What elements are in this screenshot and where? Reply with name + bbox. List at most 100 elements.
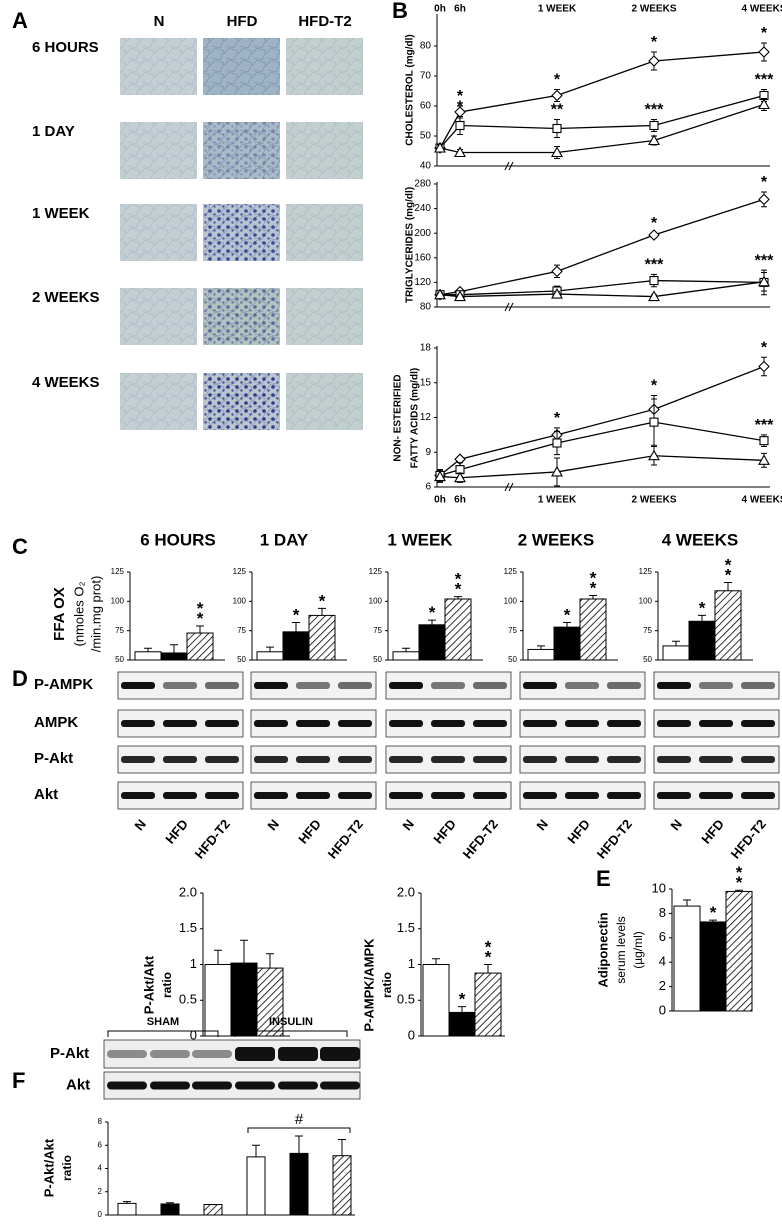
y-tick-label: 40 (420, 161, 432, 172)
y-tick-label: 125 (111, 567, 125, 576)
band (338, 756, 372, 763)
y-tick-label: 1.5 (397, 920, 415, 935)
char: * (590, 569, 597, 588)
error-bar (214, 949, 222, 965)
lane-label: HFD-T2 (325, 816, 366, 861)
band (473, 792, 507, 799)
char: * (699, 599, 706, 618)
panel-label: C (12, 534, 28, 559)
bar (688, 620, 716, 661)
chart-title: 6 HOURS (140, 530, 216, 549)
y-tick-label: 50 (643, 655, 652, 664)
lane-label: HFD (295, 816, 324, 846)
blot-label: P-AMPK (34, 676, 93, 693)
error-bar (240, 939, 248, 964)
error-bar (709, 919, 717, 922)
y-axis-label: P-Akt/Akt (41, 1138, 56, 1197)
y-axis-label: ratio (380, 972, 394, 998)
char: * (197, 599, 204, 618)
band (389, 682, 423, 689)
band (192, 1081, 232, 1090)
band (699, 792, 733, 799)
row-label: 2 WEEKS (32, 289, 100, 306)
y-tick-label: 2.0 (397, 884, 415, 899)
marker (454, 146, 466, 158)
error-bar (196, 625, 204, 634)
y-tick-label: 125 (639, 567, 653, 576)
band (163, 756, 197, 763)
row-label: 1 DAY (32, 123, 75, 140)
y-tick-label: 100 (233, 596, 247, 605)
band (121, 682, 155, 689)
significance: *** (755, 252, 774, 269)
x-tick-label: 2 WEEKS (631, 495, 676, 506)
y-tick-label: 15 (420, 377, 432, 388)
band (607, 682, 641, 689)
marker (551, 89, 563, 102)
column-header: N (154, 13, 165, 30)
significance: * (429, 604, 436, 623)
y-tick-label: 4 (659, 954, 666, 969)
panel-label: B (392, 0, 408, 23)
series-line (439, 365, 765, 476)
bar (203, 1204, 223, 1216)
panel-label: F (12, 1068, 25, 1093)
band (192, 1050, 232, 1058)
significance: *** (755, 72, 774, 89)
series-line (439, 198, 765, 296)
x-tick-label: 4 WEEKS (741, 4, 782, 15)
band (607, 720, 641, 727)
y-axis-label: ratio (60, 1155, 74, 1181)
x-tick-label: 6h (454, 4, 466, 15)
chart-title: 2 WEEKS (518, 530, 595, 549)
band (657, 792, 691, 799)
marker (434, 141, 446, 153)
band (523, 720, 557, 727)
band (296, 756, 330, 763)
band (473, 682, 507, 689)
bar (527, 648, 555, 661)
error-bar (318, 607, 326, 616)
band (473, 756, 507, 763)
lane-label: N (667, 816, 685, 833)
significance: * (710, 904, 717, 923)
error-bar (484, 964, 492, 974)
error-bar (170, 644, 178, 653)
marker (552, 123, 562, 134)
char: * (725, 556, 732, 575)
significance: *** (645, 257, 664, 274)
error-bar (563, 621, 571, 628)
band (741, 682, 775, 689)
significance: * (293, 606, 300, 625)
band (389, 792, 423, 799)
panel-label: D (12, 666, 28, 691)
band (523, 682, 557, 689)
y-tick-label: 125 (369, 567, 383, 576)
bar (186, 632, 214, 661)
bar (160, 1203, 180, 1216)
band (163, 682, 197, 689)
char: * (319, 592, 326, 611)
micrograph-texture (120, 373, 197, 430)
blot-label: AMPK (34, 714, 78, 731)
marker (434, 470, 446, 482)
band (235, 1081, 275, 1090)
series-line (440, 279, 765, 296)
y-tick-label: 18 (420, 343, 432, 354)
y-tick-label: 240 (414, 203, 431, 214)
y-tick-label: 50 (508, 655, 517, 664)
y-tick-label: 75 (643, 626, 652, 635)
char: * (736, 864, 743, 883)
y-tick-label: 8 (98, 1117, 103, 1126)
bar (332, 1155, 352, 1216)
char: * (736, 874, 743, 893)
y-tick-label: 0 (98, 1210, 103, 1219)
chart-title: 1 DAY (260, 530, 309, 549)
series-line (439, 455, 765, 479)
band (205, 792, 239, 799)
error-bar (537, 645, 545, 650)
group-bracket (234, 1030, 348, 1037)
lane-label: N (399, 816, 417, 833)
x-tick-label: 0h (434, 4, 446, 15)
